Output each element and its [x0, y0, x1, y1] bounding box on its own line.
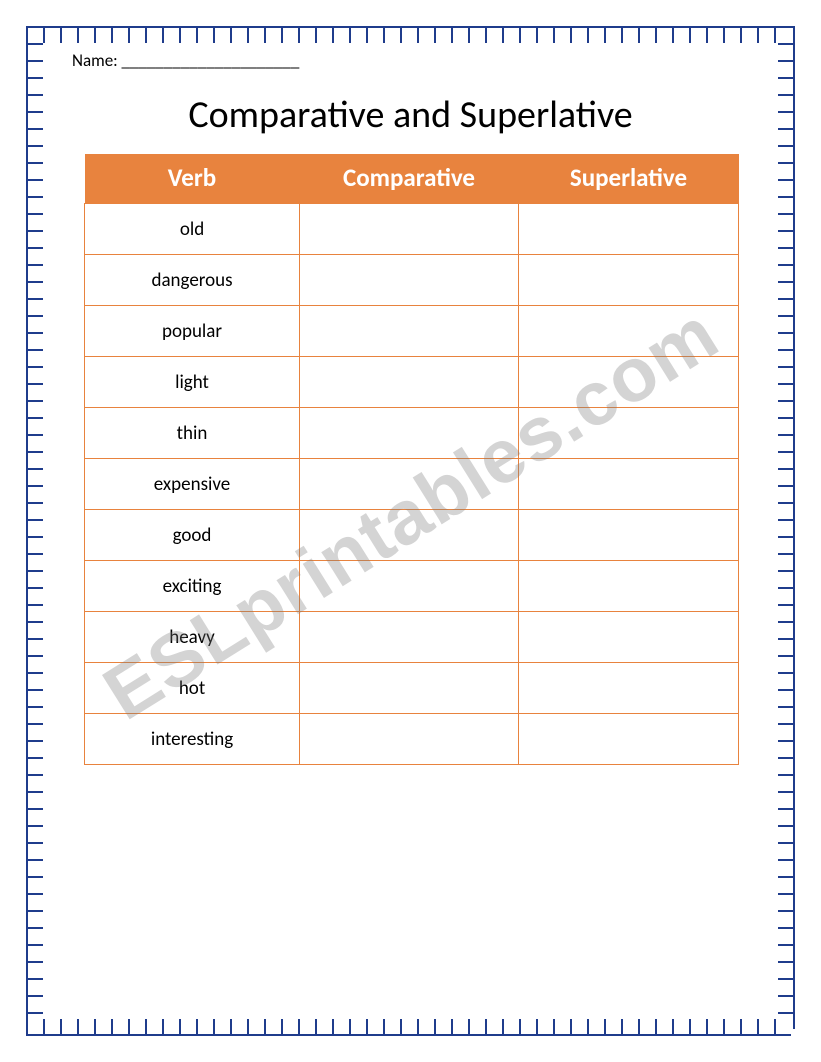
table-row: hot — [85, 663, 739, 714]
verb-cell: interesting — [85, 714, 300, 765]
verb-cell: exciting — [85, 561, 300, 612]
superlative-cell — [519, 255, 739, 306]
verb-cell: old — [85, 204, 300, 255]
superlative-cell — [519, 408, 739, 459]
worksheet-page: Name: _____________________ Comparative … — [0, 0, 821, 1062]
page-title: Comparative and Superlative — [0, 92, 821, 138]
verb-cell: dangerous — [85, 255, 300, 306]
table-header-cell: Superlative — [519, 154, 739, 204]
superlative-cell — [519, 306, 739, 357]
table-row: heavy — [85, 612, 739, 663]
table-row: popular — [85, 306, 739, 357]
table-row: expensive — [85, 459, 739, 510]
superlative-cell — [519, 459, 739, 510]
superlative-cell — [519, 612, 739, 663]
table-row: old — [85, 204, 739, 255]
superlative-cell — [519, 663, 739, 714]
table-header-cell: Verb — [85, 154, 300, 204]
comparative-cell — [300, 459, 519, 510]
superlative-cell — [519, 357, 739, 408]
table-row: light — [85, 357, 739, 408]
superlative-cell — [519, 204, 739, 255]
table-row: thin — [85, 408, 739, 459]
superlative-cell — [519, 714, 739, 765]
comparative-cell — [300, 561, 519, 612]
superlative-cell — [519, 510, 739, 561]
table-row: dangerous — [85, 255, 739, 306]
verb-cell: light — [85, 357, 300, 408]
superlative-cell — [519, 561, 739, 612]
verb-cell: expensive — [85, 459, 300, 510]
worksheet-table: VerbComparativeSuperlative olddangerouspo… — [84, 154, 739, 765]
table-row: interesting — [85, 714, 739, 765]
comparative-cell — [300, 714, 519, 765]
comparative-cell — [300, 255, 519, 306]
comparative-cell — [300, 510, 519, 561]
table-header-cell: Comparative — [300, 154, 519, 204]
table-row: good — [85, 510, 739, 561]
verb-cell: thin — [85, 408, 300, 459]
table-row: exciting — [85, 561, 739, 612]
worksheet-table-wrap: VerbComparativeSuperlative olddangerouspo… — [84, 154, 738, 765]
comparative-cell — [300, 408, 519, 459]
verb-cell: good — [85, 510, 300, 561]
comparative-cell — [300, 612, 519, 663]
comparative-cell — [300, 306, 519, 357]
name-field-label: Name: _____________________ — [72, 50, 299, 71]
verb-cell: hot — [85, 663, 300, 714]
verb-cell: heavy — [85, 612, 300, 663]
comparative-cell — [300, 357, 519, 408]
verb-cell: popular — [85, 306, 300, 357]
comparative-cell — [300, 663, 519, 714]
comparative-cell — [300, 204, 519, 255]
